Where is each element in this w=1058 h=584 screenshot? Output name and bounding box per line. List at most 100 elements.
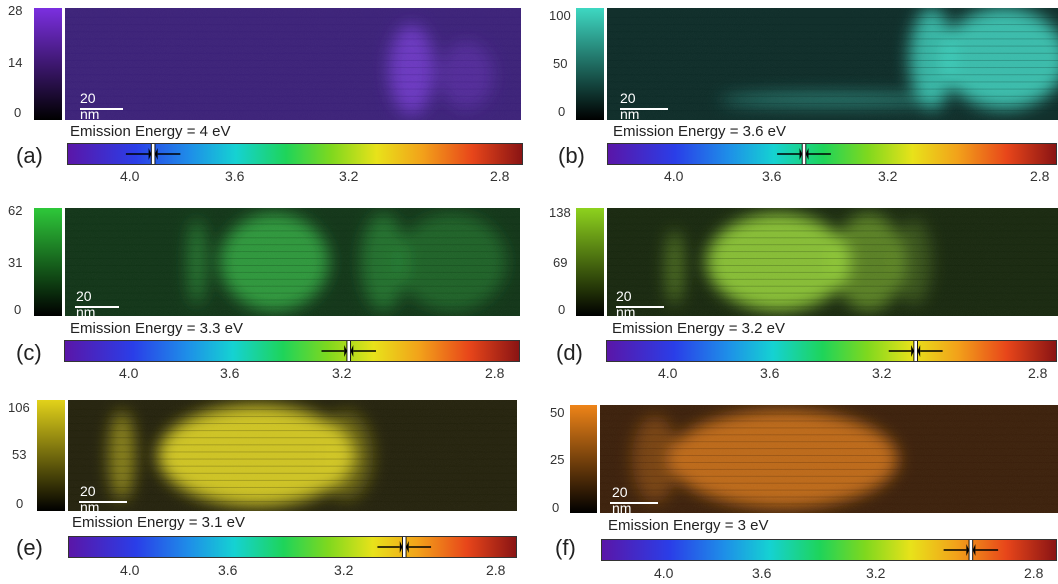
spectrum-tick: 3.6 [218, 562, 238, 578]
cl-map-image [65, 208, 520, 316]
energy-window-marker [321, 341, 376, 361]
scale-tick-min: 0 [14, 105, 22, 120]
colorbar-gradient [576, 208, 604, 316]
cl-map-image [600, 405, 1058, 513]
cl-map-image [65, 8, 521, 120]
cl-intensity-map [65, 8, 521, 120]
cl-map-image [607, 208, 1058, 316]
cl-map-image [68, 400, 517, 511]
spectrum-tick: 4.0 [119, 365, 139, 381]
emission-energy-label: Emission Energy = 3.3 eV [70, 320, 244, 337]
scale-bar-label: 20 nm [612, 484, 632, 516]
scale-tick-mid: 25 [550, 452, 565, 467]
spectrum-tick: 3.6 [220, 365, 240, 381]
cl-map-image [607, 8, 1058, 120]
cl-intensity-map [607, 8, 1058, 120]
spectrum-tick: 3.2 [878, 168, 898, 184]
emission-energy-label: Emission Energy = 3.1 eV [72, 514, 246, 531]
colorbar-gradient [34, 8, 62, 120]
scale-bar-label: 20 nm [80, 90, 100, 122]
scale-bar [80, 108, 123, 110]
spectrum-tick: 3.6 [760, 365, 780, 381]
emission-energy-label: Emission Energy = 3.6 eV [613, 123, 787, 140]
spectrum-tick: 3.2 [872, 365, 892, 381]
scale-bar [610, 502, 658, 504]
scale-tick-min: 0 [16, 496, 24, 511]
energy-window-marker [943, 540, 999, 560]
scale-tick-mid: 69 [553, 255, 568, 270]
scale-bar [75, 306, 119, 308]
cl-intensity-map [600, 405, 1058, 513]
emission-spectrum-bar [68, 536, 517, 558]
scale-tick-max: 50 [550, 405, 565, 420]
panel-label: (a) [16, 143, 43, 168]
cl-intensity-map [65, 208, 520, 316]
scale-tick-max: 28 [8, 3, 23, 18]
energy-window-marker [888, 341, 943, 361]
emission-spectrum-bar [64, 340, 520, 362]
energy-window-marker [777, 144, 831, 164]
panel-label: (d) [556, 340, 583, 365]
colorbar-gradient [576, 8, 604, 120]
emission-energy-label: Emission Energy = 3 eV [608, 517, 769, 534]
colorbar-gradient [37, 400, 65, 511]
spectrum-tick: 2.8 [486, 562, 506, 578]
spectrum-tick: 3.6 [225, 168, 245, 184]
spectrum-tick: 3.2 [334, 562, 354, 578]
spectrum-tick: 3.6 [762, 168, 782, 184]
panel-label: (f) [555, 535, 576, 560]
scale-tick-min: 0 [552, 500, 560, 515]
spectrum-tick: 2.8 [1030, 168, 1050, 184]
spectrum-tick: 4.0 [664, 168, 684, 184]
intensity-colorbar [34, 208, 62, 316]
scale-tick-mid: 50 [553, 56, 568, 71]
cl-intensity-map [68, 400, 517, 511]
emission-spectrum-bar [607, 143, 1057, 165]
scale-bar-label: 20 nm [620, 90, 640, 122]
energy-window-marker [377, 537, 432, 557]
spectrum-tick: 2.8 [1028, 365, 1048, 381]
scale-tick-max: 62 [8, 203, 23, 218]
colorbar-gradient [570, 405, 597, 513]
scale-tick-mid: 53 [12, 447, 27, 462]
scale-tick-max: 138 [549, 205, 571, 220]
intensity-colorbar [576, 208, 604, 316]
energy-window-marker [125, 144, 181, 164]
spectrum-tick: 4.0 [658, 365, 678, 381]
emission-spectrum-bar [606, 340, 1057, 362]
scale-tick-max: 100 [549, 8, 571, 23]
scale-tick-mid: 31 [8, 255, 23, 270]
emission-energy-label: Emission Energy = 4 eV [70, 123, 231, 140]
panel-label: (b) [558, 143, 585, 168]
colorbar-gradient [34, 208, 62, 316]
spectrum-tick: 3.6 [752, 565, 772, 581]
spectrum-tick: 3.2 [339, 168, 359, 184]
spectrum-tick: 4.0 [120, 562, 140, 578]
intensity-colorbar [576, 8, 604, 120]
spectrum-tick: 2.8 [485, 365, 505, 381]
spectrum-tick: 3.2 [332, 365, 352, 381]
intensity-colorbar [37, 400, 65, 511]
intensity-colorbar [34, 8, 62, 120]
scale-tick-max: 106 [8, 400, 30, 415]
emission-energy-label: Emission Energy = 3.2 eV [612, 320, 786, 337]
spectrum-tick: 2.8 [1024, 565, 1044, 581]
scale-bar-label: 20 nm [76, 288, 96, 320]
scale-tick-min: 0 [14, 302, 22, 317]
emission-spectrum-bar [601, 539, 1057, 561]
emission-spectrum-bar [67, 143, 523, 165]
scale-bar [620, 108, 668, 110]
scale-bar-label: 20 nm [80, 483, 100, 515]
panel-label: (c) [16, 340, 42, 365]
intensity-colorbar [570, 405, 597, 513]
spectrum-tick: 3.2 [866, 565, 886, 581]
scale-bar [616, 306, 664, 308]
panel-label: (e) [16, 535, 43, 560]
spectrum-tick: 4.0 [654, 565, 674, 581]
scale-tick-min: 0 [558, 104, 566, 119]
spectrum-tick: 2.8 [490, 168, 510, 184]
spectrum-tick: 4.0 [120, 168, 140, 184]
scale-tick-mid: 14 [8, 55, 23, 70]
cl-intensity-map [607, 208, 1058, 316]
scale-tick-min: 0 [558, 302, 566, 317]
